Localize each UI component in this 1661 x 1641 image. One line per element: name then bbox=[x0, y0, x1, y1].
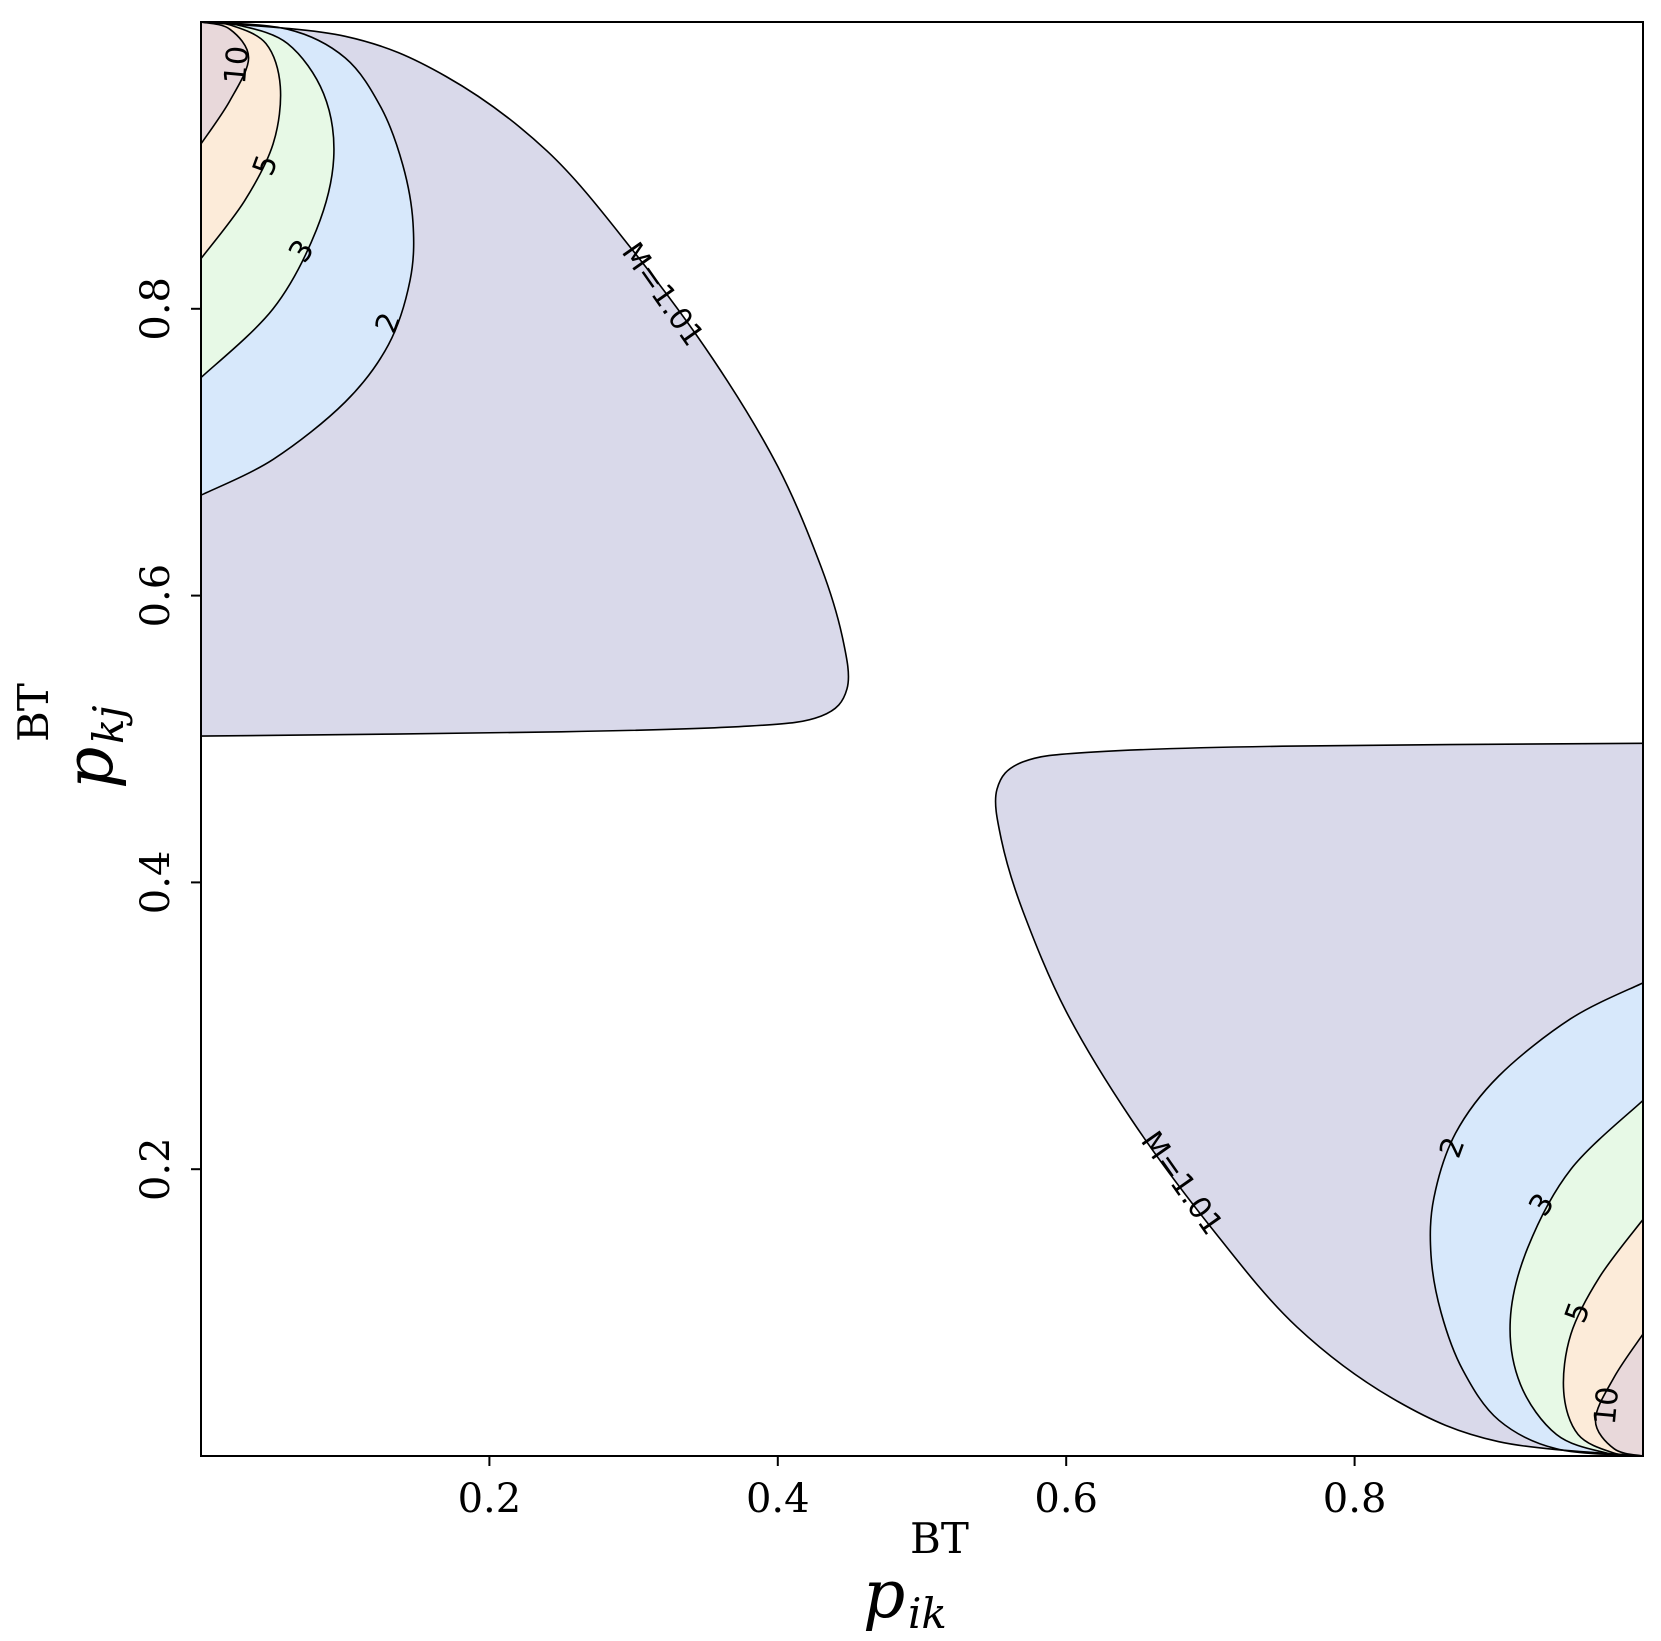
x-tick-label: 0.2 bbox=[458, 1476, 522, 1522]
contour-line-upper-left-3 bbox=[201, 22, 335, 379]
x-tick-label: 0.4 bbox=[746, 1476, 810, 1522]
y-axis-ticks: 0.2 0.4 0.6 0.8 bbox=[133, 277, 201, 1201]
contour-line-upper-left-2 bbox=[201, 22, 415, 496]
plot-frame bbox=[200, 21, 1644, 1457]
x-tick-label: 0.8 bbox=[1323, 1476, 1387, 1522]
x-axis-label-base: p bbox=[863, 1556, 905, 1633]
contour-line-lower-right-1.01 bbox=[994, 742, 1643, 1456]
y-tick-label: 0.2 bbox=[133, 1137, 179, 1201]
contour-label: 10 bbox=[1588, 1385, 1626, 1426]
contour-line-lower-right-2 bbox=[1429, 982, 1643, 1456]
contour-line-lower-right-10 bbox=[1594, 1333, 1643, 1456]
contour-fills bbox=[201, 22, 1643, 1456]
contour-line-upper-left-10 bbox=[201, 22, 250, 145]
contour-line-lower-right-3 bbox=[1509, 1099, 1643, 1456]
contour-line-upper-left-1.01 bbox=[201, 22, 850, 737]
x-axis-label: p BT ik bbox=[863, 1514, 973, 1638]
x-axis-label-sup: BT bbox=[910, 1514, 969, 1563]
x-axis-ticks: 0.2 0.4 0.6 0.8 bbox=[458, 1456, 1387, 1522]
contour-lines bbox=[201, 22, 1643, 1456]
contour-fill-lower-right-10 bbox=[1595, 1334, 1643, 1456]
x-axis-label-sub: ik bbox=[908, 1589, 947, 1638]
contour-line-upper-left-5 bbox=[201, 22, 282, 260]
y-tick-label: 0.8 bbox=[133, 277, 179, 341]
y-axis-label-sub: kj bbox=[84, 706, 133, 744]
contour-line-lower-right-5 bbox=[1562, 1218, 1643, 1456]
svg-text:p BT kj: p BT kj bbox=[9, 679, 133, 789]
y-axis-label: p BT kj bbox=[9, 679, 133, 789]
y-axis-label-base: p bbox=[51, 747, 128, 789]
y-tick-label: 0.4 bbox=[133, 851, 179, 915]
x-tick-label: 0.6 bbox=[1034, 1476, 1098, 1522]
y-tick-label: 0.6 bbox=[133, 564, 179, 628]
contour-fill-upper-left-10 bbox=[201, 22, 249, 144]
contour-label: 10 bbox=[218, 44, 256, 85]
y-axis-label-sup: BT bbox=[9, 683, 58, 742]
